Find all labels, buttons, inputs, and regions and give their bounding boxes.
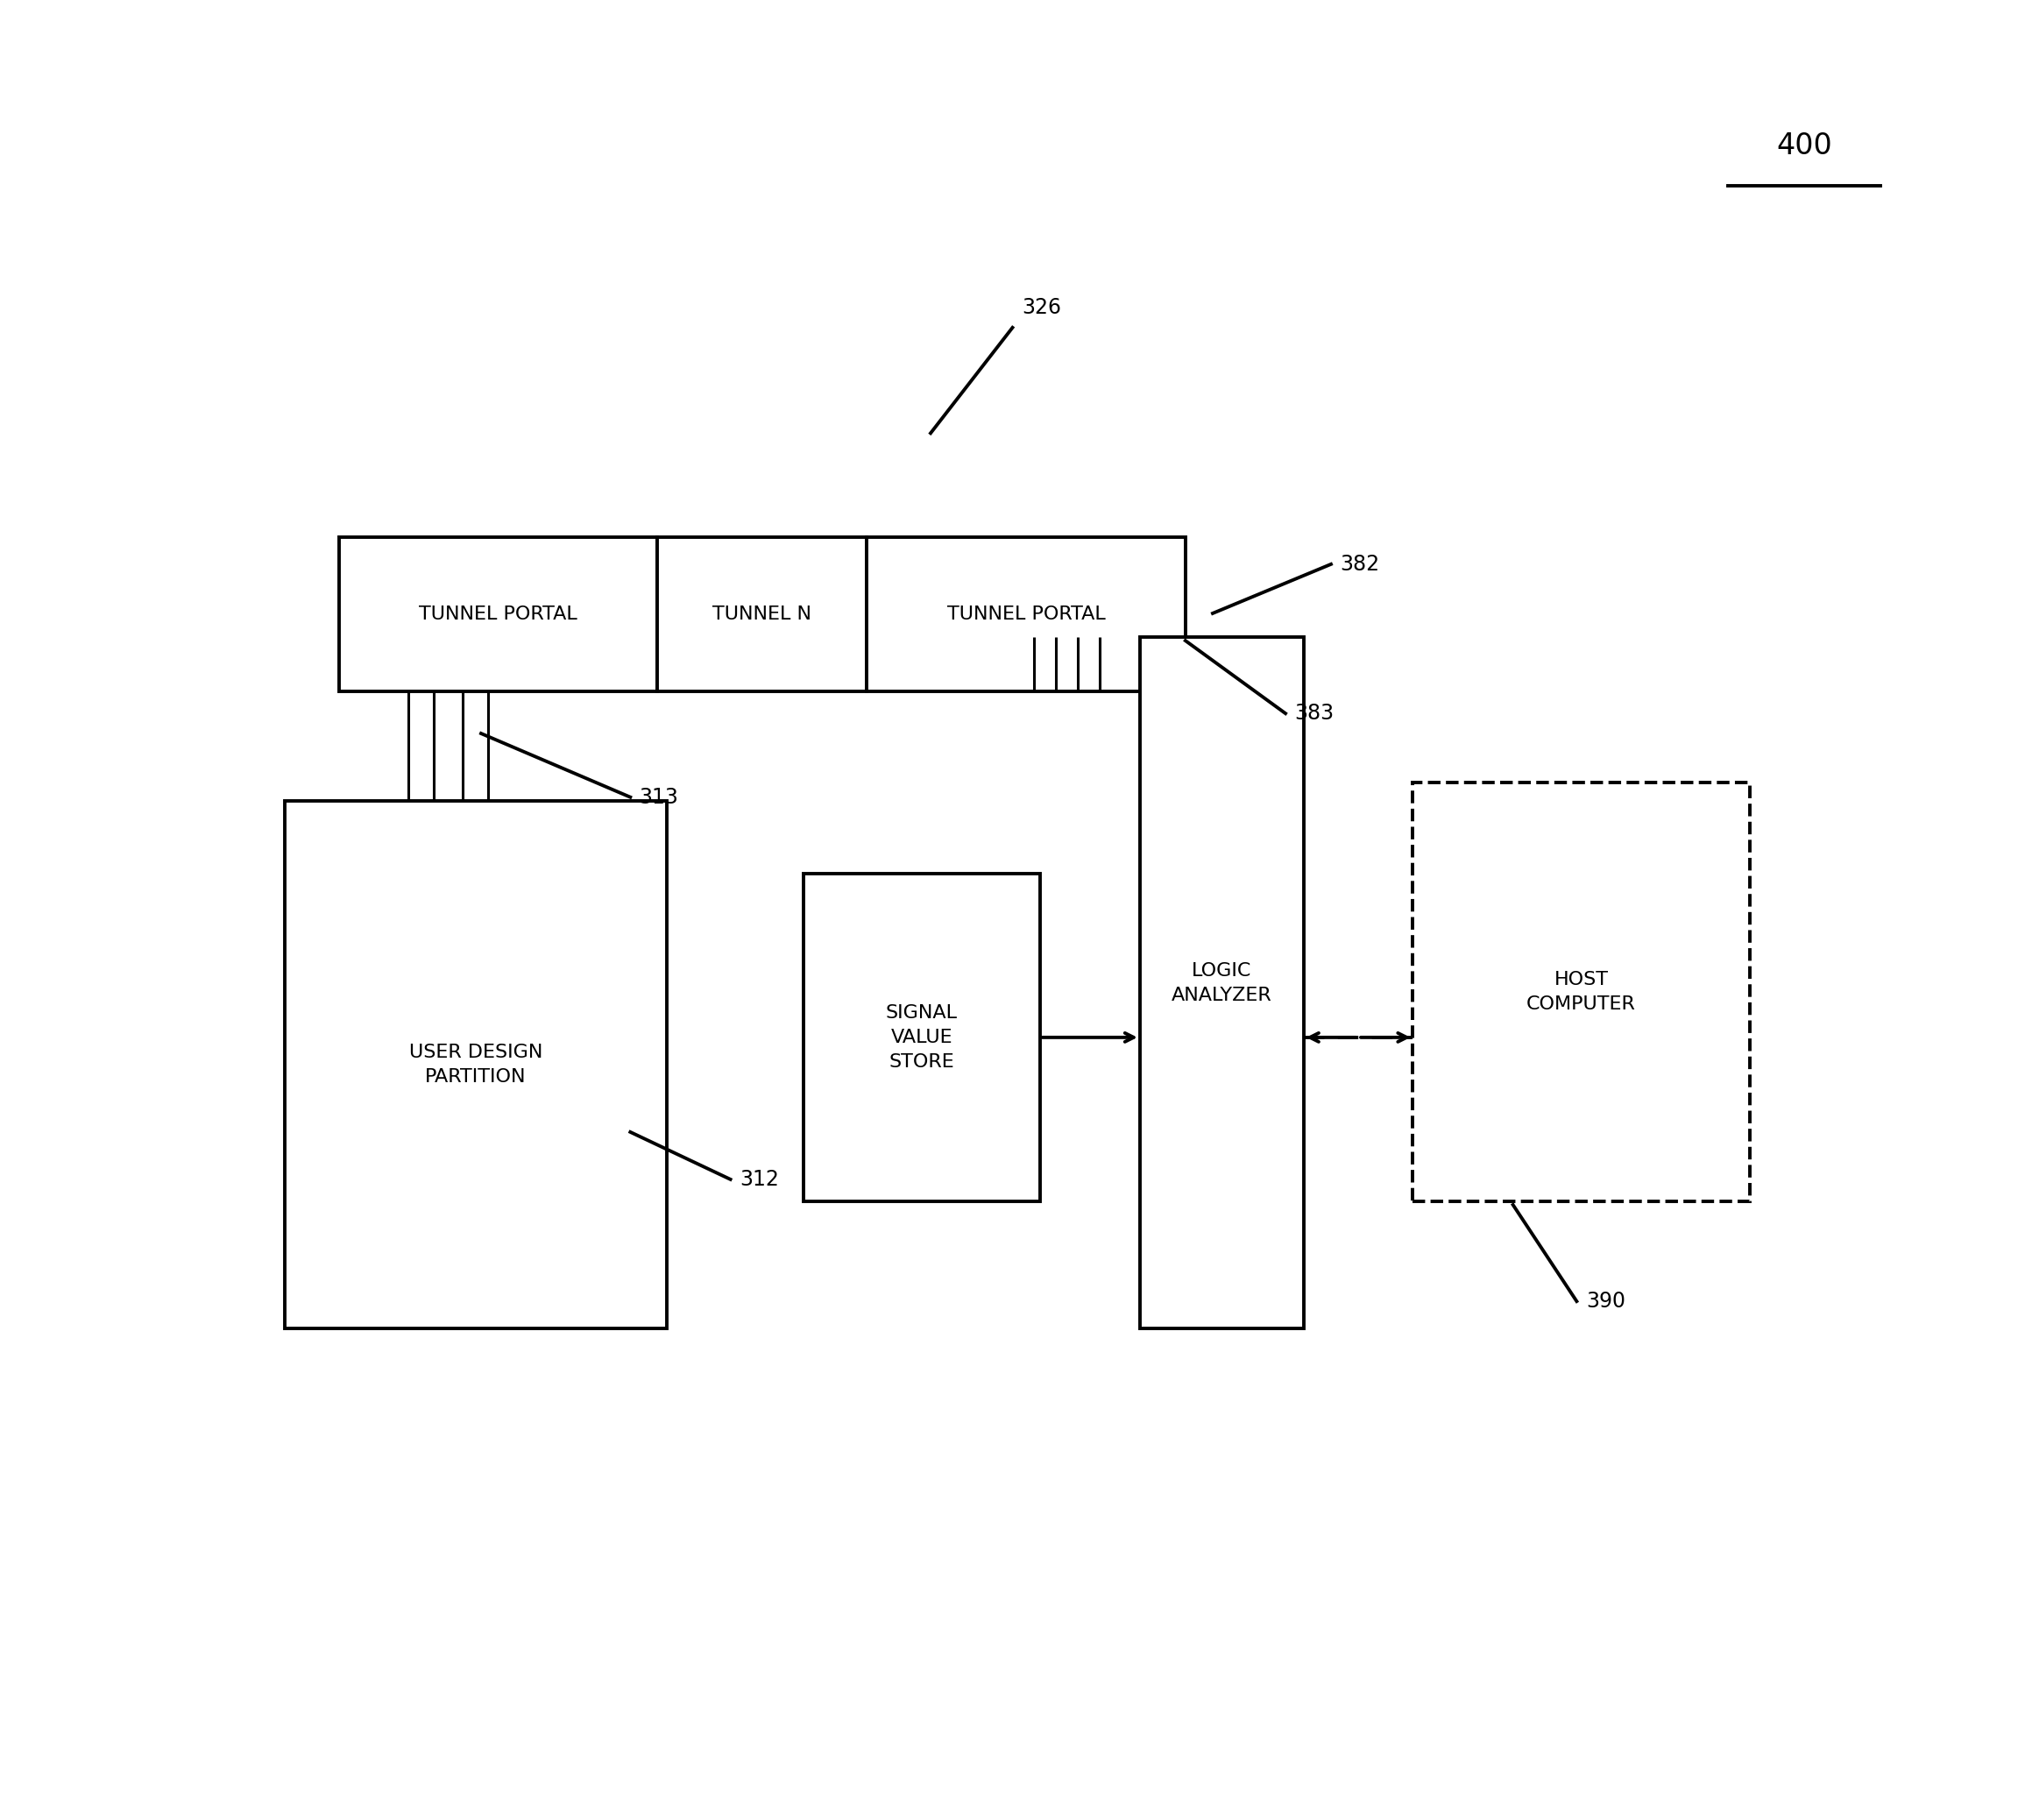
Bar — [867, 537, 1185, 692]
Text: LOGIC
ANALYZER: LOGIC ANALYZER — [1172, 961, 1272, 1005]
Text: 313: 313 — [640, 786, 678, 808]
Text: SIGNAL
VALUE
STORE: SIGNAL VALUE STORE — [885, 1005, 958, 1070]
Text: HOST
COMPUTER: HOST COMPUTER — [1527, 970, 1636, 1014]
Text: 390: 390 — [1586, 1290, 1626, 1312]
Bar — [658, 537, 867, 692]
Text: 400: 400 — [1776, 131, 1833, 160]
Bar — [338, 537, 658, 692]
Bar — [804, 874, 1039, 1201]
Text: USER DESIGN
PARTITION: USER DESIGN PARTITION — [409, 1043, 543, 1087]
Text: 312: 312 — [739, 1168, 780, 1190]
Text: TUNNEL PORTAL: TUNNEL PORTAL — [419, 606, 577, 622]
Text: TUNNEL N: TUNNEL N — [713, 606, 812, 622]
Bar — [286, 801, 666, 1329]
Text: 382: 382 — [1341, 553, 1379, 575]
Text: 326: 326 — [1021, 297, 1061, 318]
Text: 383: 383 — [1294, 703, 1334, 724]
Bar — [1140, 637, 1304, 1329]
Bar — [1413, 783, 1750, 1201]
Text: TUNNEL PORTAL: TUNNEL PORTAL — [948, 606, 1106, 622]
